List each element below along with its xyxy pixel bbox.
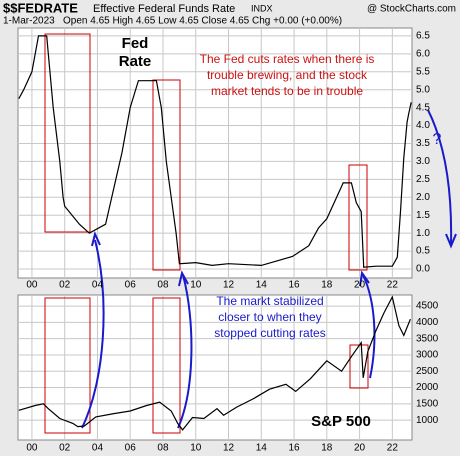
y-tick-label: 3500 (416, 333, 439, 344)
index-name: Effective Federal Funds Rate (93, 3, 235, 15)
y-tick-label: 2.0 (416, 192, 430, 203)
arrow-head (445, 233, 457, 249)
arrow (177, 274, 193, 429)
x-tick-label: 14 (256, 443, 268, 454)
x-tick-label: 12 (223, 280, 235, 291)
highlight-box (44, 33, 91, 233)
x-tick-label: 04 (92, 280, 104, 291)
panel-bottom (17, 294, 413, 441)
date: 1-Mar-2023 (3, 16, 55, 27)
highlight-box (152, 297, 181, 434)
highlight-box (152, 79, 181, 271)
x-tick-label: 20 (354, 280, 366, 291)
highlight-box (44, 297, 91, 434)
y-tick-label: 2.5 (416, 174, 430, 185)
x-tick-label: 18 (321, 443, 333, 454)
arrows (81, 109, 457, 429)
panel-top (17, 27, 413, 279)
annotation: The Fed cuts rates when there is (200, 52, 375, 66)
line (18, 295, 411, 431)
y-tick-label: 5.5 (416, 66, 430, 77)
arrow (362, 274, 376, 379)
y-tick-label: 2500 (416, 366, 439, 377)
panel-title: S&P 500 (311, 413, 371, 430)
x-tick-label: 22 (387, 443, 399, 454)
x-tick-label: 16 (288, 280, 300, 291)
x-tick-label: 00 (26, 443, 38, 454)
x-tick-label: 04 (92, 443, 104, 454)
y-tick-label: 3000 (416, 350, 439, 361)
y-tick-label: 6.0 (416, 48, 430, 59)
y-tick-label: 3.0 (416, 156, 430, 167)
annotation: market tends to be in trouble (211, 84, 363, 98)
y-tick-label: 1.0 (416, 228, 430, 239)
x-tick-label: 02 (59, 280, 71, 291)
arrow (81, 239, 105, 429)
y-tick-label: 1500 (416, 398, 439, 409)
x-tick-label: 06 (125, 443, 137, 454)
annotation: stopped cutting rates (214, 326, 325, 340)
quote: Open 4.65 High 4.65 Low 4.65 Close 4.65 … (63, 16, 342, 27)
x-tick-label: 20 (354, 443, 366, 454)
x-tick-label: 16 (288, 443, 300, 454)
x-tick-label: 06 (125, 280, 137, 291)
x-tick-label: 10 (190, 280, 202, 291)
y-tick-label: 0.5 (416, 246, 430, 257)
x-tick-label: 08 (157, 443, 169, 454)
y-tick-label: 3.5 (416, 138, 430, 149)
x-tick-label: 14 (256, 280, 268, 291)
y-tick-label: 4000 (416, 317, 439, 328)
y-tick-label: 5.0 (416, 84, 430, 95)
annotation: trouble brewing, and the stock (207, 68, 368, 82)
plot (18, 33, 457, 434)
arrow-head (359, 270, 370, 287)
x-tick-label: 00 (26, 280, 38, 291)
annotation: closer to when they (218, 310, 321, 324)
symbol: $$FEDRATE (3, 0, 78, 15)
y-tick-label: 0.0 (416, 264, 430, 275)
x-tick-label: 12 (223, 443, 235, 454)
arrow (427, 109, 453, 246)
line (18, 35, 412, 268)
x-tick-label: 18 (321, 280, 333, 291)
arrow-head (178, 270, 189, 287)
x-tick-label: 10 (190, 443, 202, 454)
annotation: ? (433, 131, 442, 148)
x-tick-label: 08 (157, 280, 169, 291)
annotation: The markt stabilized (216, 294, 323, 308)
y-tick-label: 1.5 (416, 210, 430, 221)
y-tick-label: 6.5 (416, 31, 430, 42)
watermark: @ StockCharts.com (367, 4, 456, 15)
x-tick-label: 02 (59, 443, 71, 454)
y-tick-label: 2000 (416, 382, 439, 393)
highlight-box (348, 164, 368, 271)
arrow-head (91, 230, 101, 247)
panel-title: Rate (119, 53, 152, 70)
y-tick-label: 4.0 (416, 120, 430, 131)
x-tick-label: 22 (387, 280, 399, 291)
grid (18, 28, 412, 440)
y-tick-label: 4.5 (416, 102, 430, 113)
exchange: INDX (251, 3, 273, 13)
y-tick-label: 1000 (416, 415, 439, 426)
panel-title: Fed (122, 35, 149, 52)
y-tick-label: 4500 (416, 301, 439, 312)
highlight-boxes (44, 33, 369, 434)
